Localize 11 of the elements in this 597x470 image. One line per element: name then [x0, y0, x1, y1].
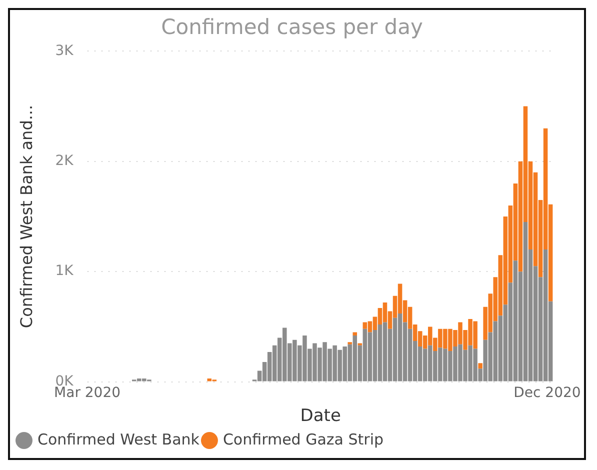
y-tick-label: 2K — [55, 153, 74, 170]
x-tick-label: Dec 2020 — [514, 384, 581, 401]
y-axis-title: Confirmed West Bank and... — [16, 104, 36, 328]
bar — [352, 332, 358, 336]
y-tick-label: 3K — [55, 42, 74, 59]
legend-label: Confirmed Gaza Strip — [222, 430, 384, 448]
y-tick-label: 1K — [55, 263, 74, 280]
x-axis-title: Date — [300, 406, 341, 426]
legend-label: Confirmed West Bank — [38, 430, 200, 448]
bar — [478, 363, 482, 369]
chart-title: Confirmed cases per day — [161, 15, 423, 40]
